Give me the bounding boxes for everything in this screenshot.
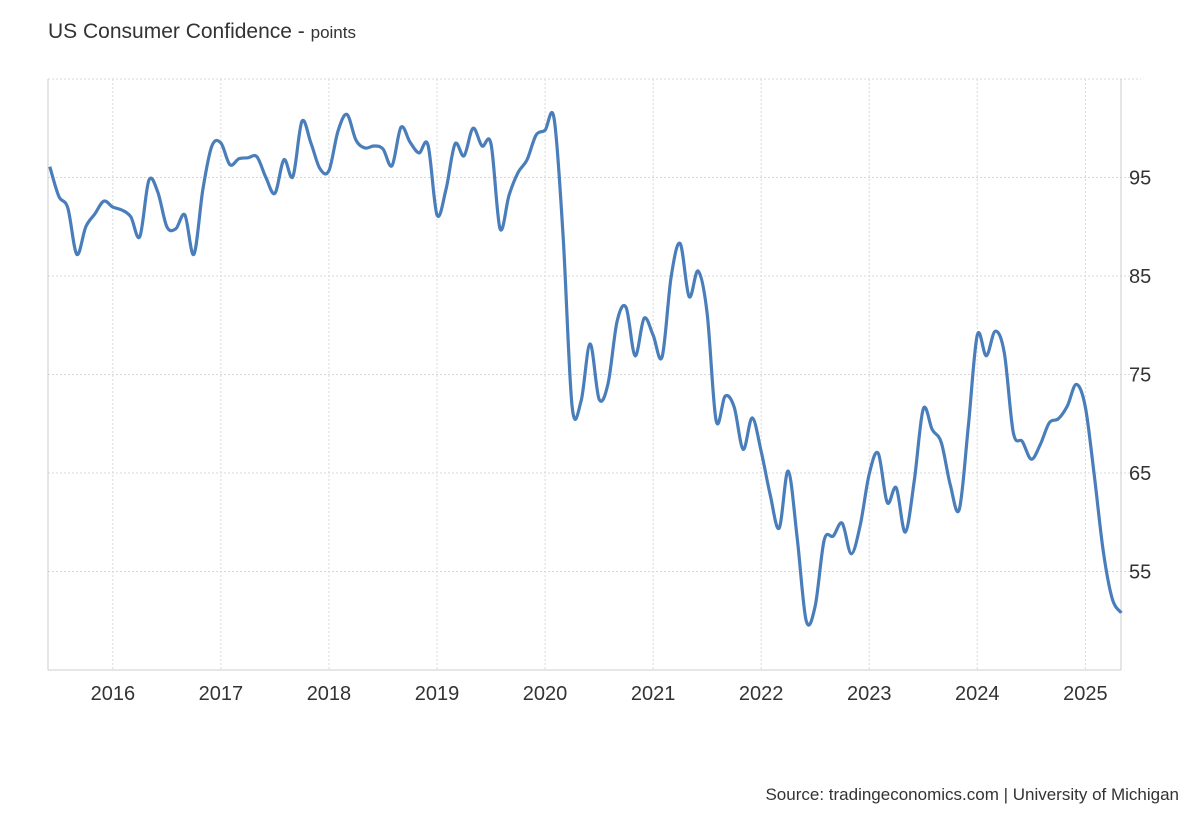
y-tick-label: 65 bbox=[1129, 463, 1151, 485]
source-text: Source: tradingeconomics.com | Universit… bbox=[765, 785, 1179, 804]
x-tick-label: 2020 bbox=[523, 683, 568, 705]
series-line bbox=[48, 110, 1123, 627]
x-tick-label: 2023 bbox=[847, 683, 892, 705]
x-tick-label: 2024 bbox=[955, 683, 1000, 705]
chart-title: US Consumer Confidence - points bbox=[48, 20, 356, 43]
x-tick-label: 2022 bbox=[739, 683, 784, 705]
x-tick-label: 2025 bbox=[1063, 683, 1108, 705]
x-tick-label: 2016 bbox=[91, 683, 136, 705]
x-tick-label: 2019 bbox=[415, 683, 460, 705]
y-tick-label: 55 bbox=[1129, 562, 1151, 584]
x-tick-label: 2021 bbox=[631, 683, 676, 705]
title-text: US Consumer Confidence bbox=[48, 20, 292, 43]
x-tick-label: 2017 bbox=[199, 683, 244, 705]
y-tick-label: 95 bbox=[1129, 168, 1151, 190]
y-tick-label: 75 bbox=[1129, 365, 1151, 387]
x-tick-label: 2018 bbox=[307, 683, 352, 705]
unit-text: points bbox=[310, 23, 356, 42]
y-tick-label: 85 bbox=[1129, 266, 1151, 288]
